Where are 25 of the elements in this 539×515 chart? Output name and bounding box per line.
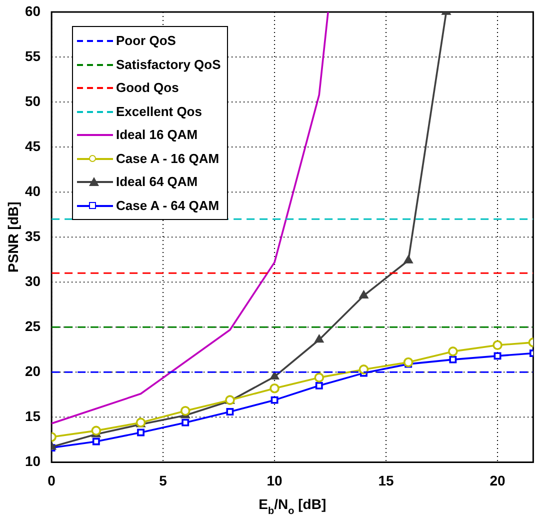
- y-tick-label: 55: [24, 48, 41, 64]
- x-tick-label: 20: [490, 472, 506, 488]
- legend-label: Case A - 16 QAM: [116, 150, 220, 166]
- legend-label: Satisfactory QoS: [116, 56, 221, 72]
- y-tick-label: 40: [24, 182, 41, 199]
- x-tick-label: 10: [266, 472, 283, 488]
- y-tick-label: 45: [24, 138, 41, 154]
- legend-label: Good Qos: [116, 80, 179, 96]
- legend-label: Case A - 64 QAM: [116, 198, 220, 213]
- y-tick-label: 25: [24, 318, 41, 334]
- legend-label: Ideal 16 QAM: [116, 127, 198, 142]
- x-tick-label: 15: [378, 472, 394, 488]
- y-tick-label: 50: [24, 92, 41, 109]
- y-axis-title: PSNR [dB]: [5, 202, 21, 272]
- legend-label: Excellent Qos: [116, 104, 202, 119]
- y-tick-label: 20: [24, 363, 41, 380]
- x-tick-label: 0: [48, 472, 56, 488]
- y-tick-label: 10: [24, 453, 41, 470]
- legend-label: Ideal 64 QAM: [116, 174, 198, 190]
- y-tick-label: 60: [24, 2, 41, 19]
- x-tick-label: 5: [159, 472, 168, 488]
- legend-label: Poor QoS: [116, 33, 176, 48]
- y-tick-label: 30: [24, 272, 41, 289]
- y-tick-label: 35: [24, 228, 41, 244]
- y-tick-label: 15: [24, 408, 41, 424]
